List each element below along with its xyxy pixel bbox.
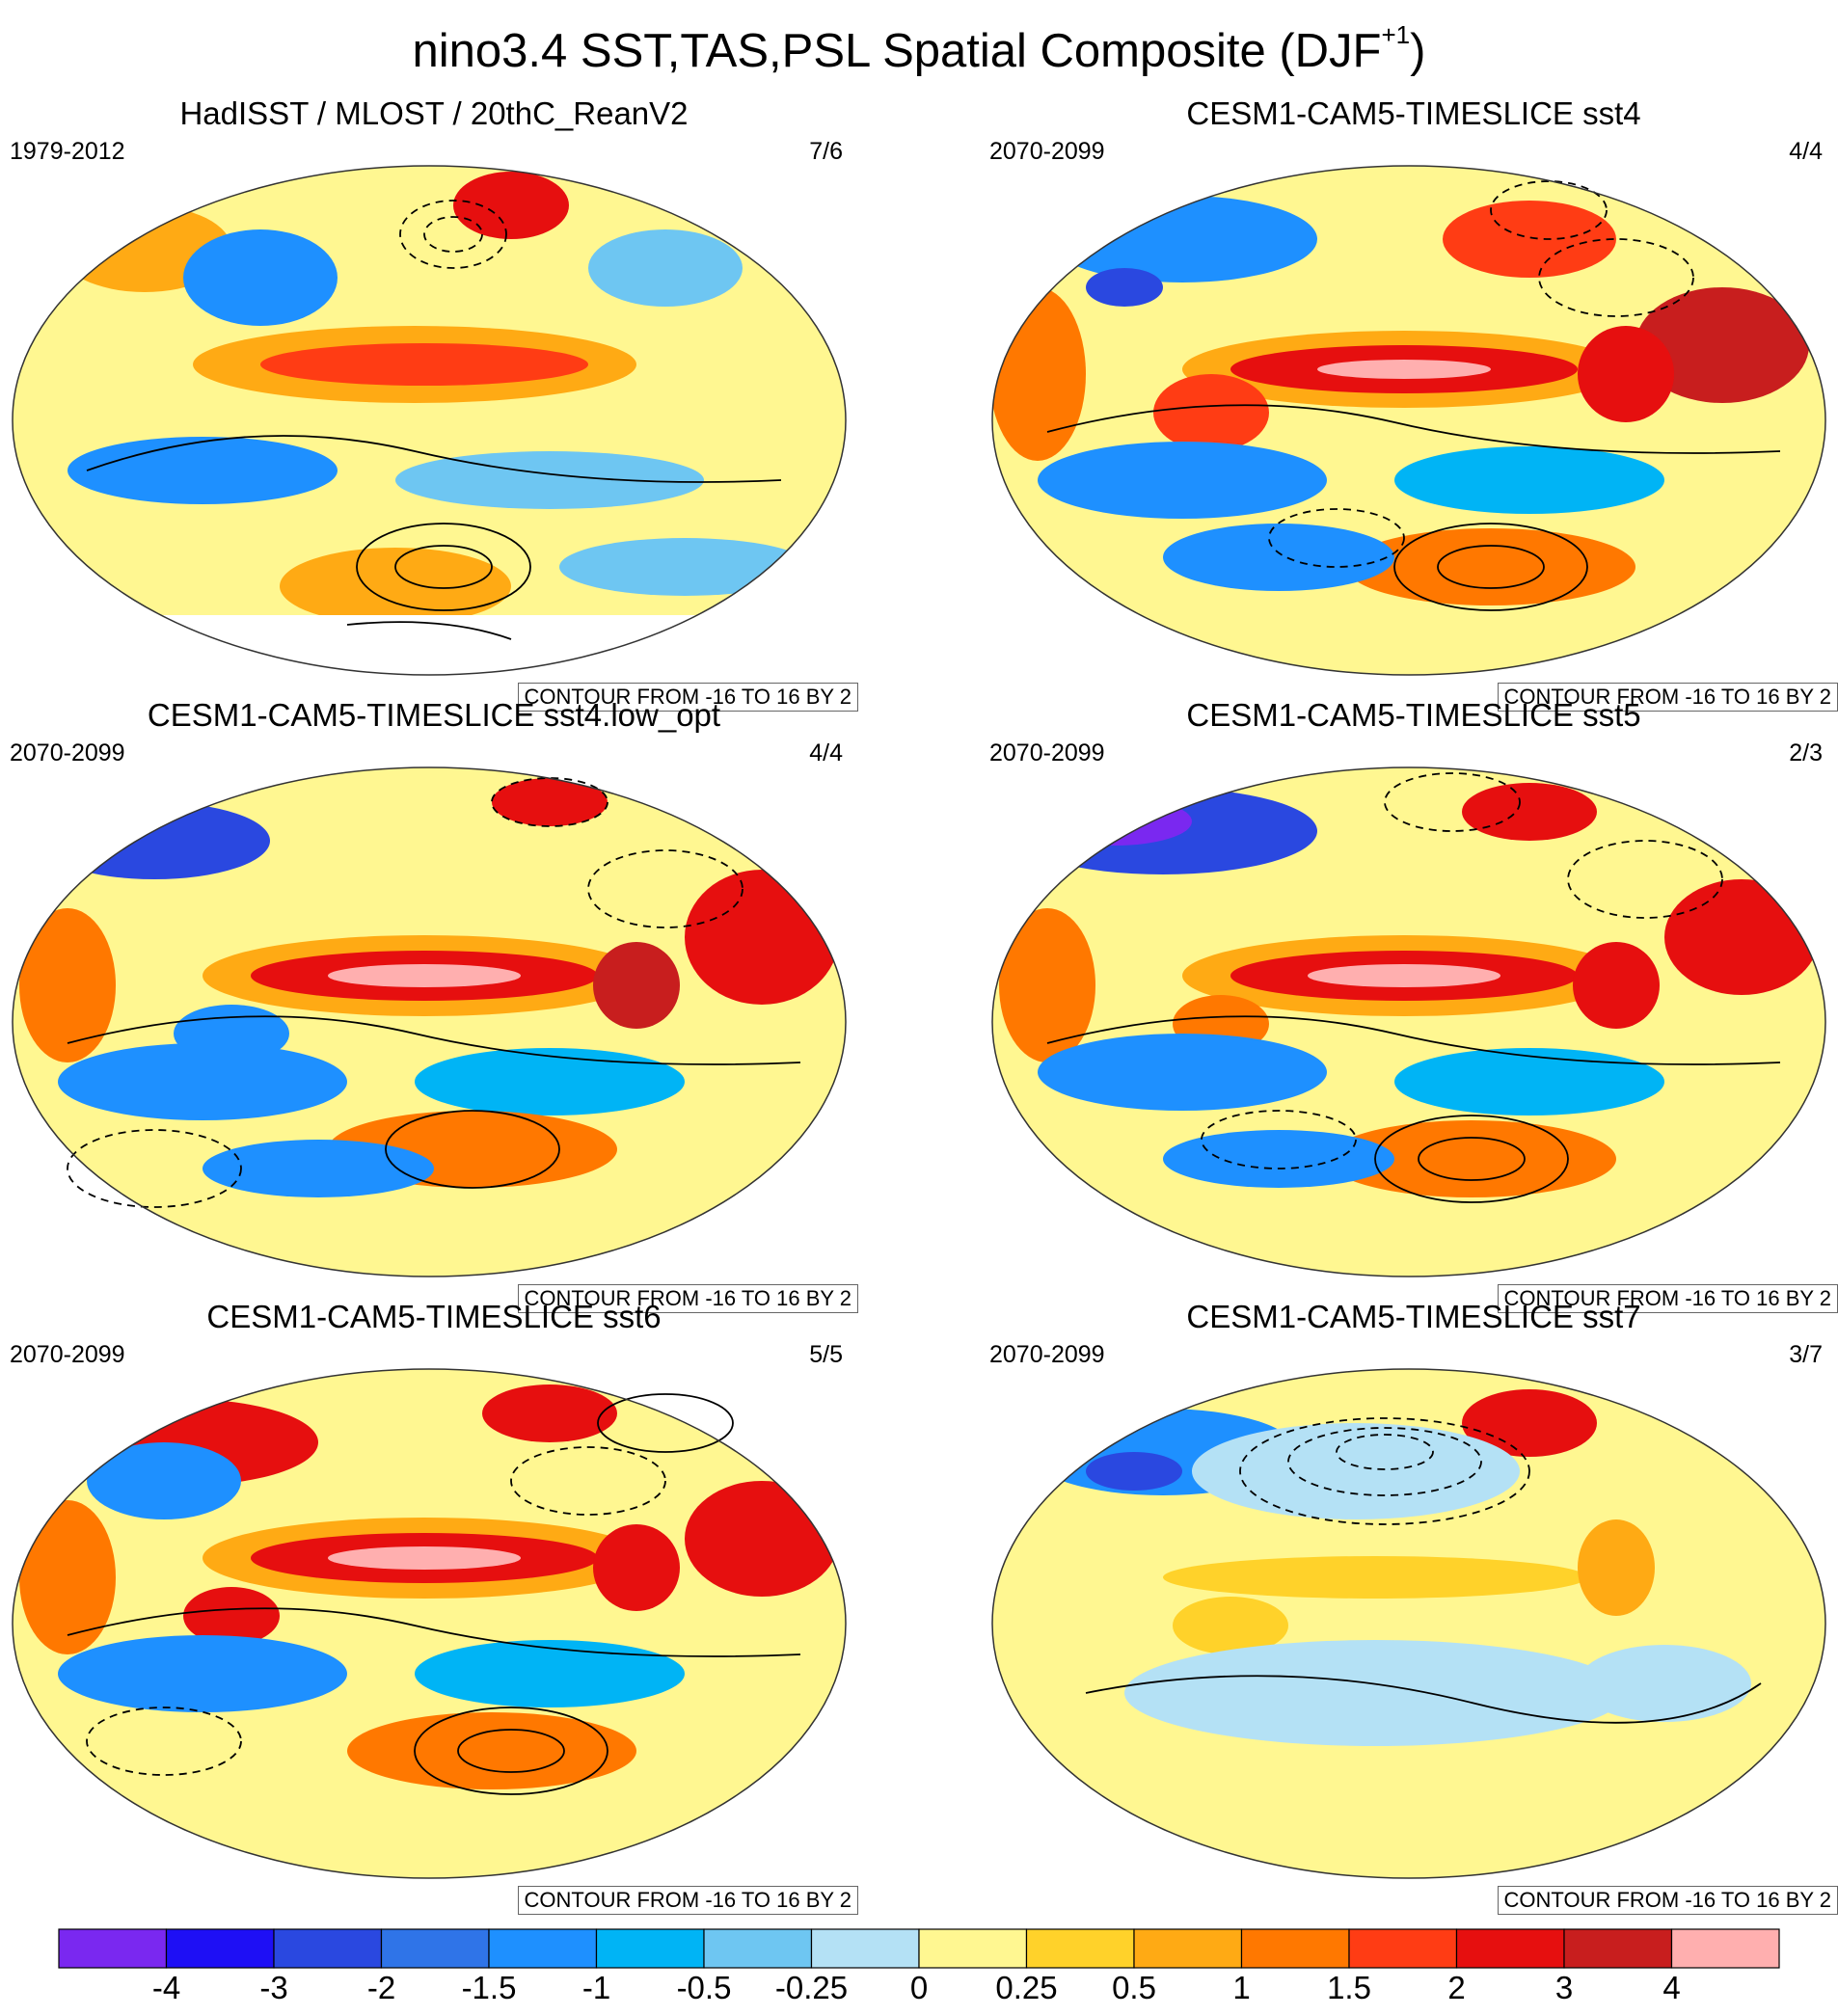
- colorbar-tick-label: -1: [581, 1970, 611, 2005]
- colorbar: [58, 1928, 1780, 1969]
- panel-period: 2070-2099: [989, 138, 1105, 165]
- colorbar-swatch: [810, 1928, 920, 1969]
- colorbar-tick-label: -0.5: [676, 1970, 732, 2005]
- panel-title: HadISST / MLOST / 20thC_ReanV2: [179, 95, 689, 131]
- colorbar-tick-label: -2: [366, 1970, 396, 2005]
- colorbar-swatch: [488, 1928, 598, 1969]
- panel-count: 7/6: [809, 138, 843, 165]
- colorbar-swatch: [1240, 1928, 1350, 1969]
- colorbar-tick-label: -3: [259, 1970, 288, 2005]
- colorbar-swatch: [1563, 1928, 1673, 1969]
- colorbar-swatch: [380, 1928, 490, 1969]
- panel-period: 2070-2099: [989, 1341, 1105, 1368]
- panel-count: 4/4: [1789, 138, 1823, 165]
- colorbar-tick-label: -4: [151, 1970, 181, 2005]
- map-panel-sst4-low-opt: CESM1-CAM5-TIMESLICE sst4.low_opt 2070-2…: [10, 696, 858, 1318]
- colorbar-tick-label: 0: [909, 1970, 929, 2005]
- map-panel-sst5: CESM1-CAM5-TIMESLICE sst5 2070-2099 2/3: [989, 696, 1838, 1318]
- colorbar-tick-label: 2: [1447, 1970, 1466, 2005]
- colorbar-swatch: [703, 1928, 813, 1969]
- panel-period: 2070-2099: [10, 739, 125, 766]
- panel-title: CESM1-CAM5-TIMESLICE sst6: [206, 1299, 662, 1334]
- contour-note: CONTOUR FROM -16 TO 16 BY 2: [1497, 1284, 1838, 1313]
- panel-count: 3/7: [1789, 1341, 1823, 1368]
- colorbar-swatch: [1348, 1928, 1458, 1969]
- panel-period: 2070-2099: [10, 1341, 125, 1368]
- colorbar-tick-label: 1.5: [1327, 1970, 1371, 2005]
- colorbar-tick-label: 0.5: [1112, 1970, 1156, 2005]
- colorbar-tick-label: 4: [1662, 1970, 1681, 2005]
- composite-map: [991, 766, 1826, 1277]
- composite-map: [12, 165, 847, 676]
- figure-title: nino3.4 SST,TAS,PSL Spatial Composite (D…: [412, 20, 1426, 77]
- panel-title: CESM1-CAM5-TIMESLICE sst4: [1186, 95, 1641, 131]
- map-panel-sst6: CESM1-CAM5-TIMESLICE sst6 2070-2099 5/5: [10, 1298, 858, 1920]
- contour-note: CONTOUR FROM -16 TO 16 BY 2: [517, 683, 858, 712]
- composite-map: [991, 1368, 1826, 1879]
- colorbar-swatch: [1133, 1928, 1243, 1969]
- colorbar-tick-label: 0.25: [995, 1970, 1058, 2005]
- contour-note: CONTOUR FROM -16 TO 16 BY 2: [1497, 1886, 1838, 1915]
- panel-title: CESM1-CAM5-TIMESLICE sst7: [1186, 1299, 1641, 1334]
- composite-map: [991, 165, 1826, 676]
- composite-map: [12, 766, 847, 1277]
- map-panel-observations: HadISST / MLOST / 20thC_ReanV2 1979-2012…: [10, 94, 858, 716]
- colorbar-tick-label: 3: [1554, 1970, 1574, 2005]
- contour-note: CONTOUR FROM -16 TO 16 BY 2: [517, 1284, 858, 1313]
- colorbar-swatch: [918, 1928, 1028, 1969]
- colorbar-swatch: [595, 1928, 705, 1969]
- panel-period: 2070-2099: [989, 739, 1105, 766]
- colorbar-tick-label: -0.25: [774, 1970, 849, 2005]
- colorbar-swatch: [58, 1928, 168, 1969]
- contour-note: CONTOUR FROM -16 TO 16 BY 2: [517, 1886, 858, 1915]
- colorbar-swatch: [1455, 1928, 1565, 1969]
- colorbar-swatch: [273, 1928, 383, 1969]
- colorbar-swatch: [1670, 1928, 1780, 1969]
- colorbar-swatch: [1025, 1928, 1135, 1969]
- panel-title: CESM1-CAM5-TIMESLICE sst5: [1186, 697, 1641, 733]
- panel-period: 1979-2012: [10, 138, 125, 165]
- colorbar-tick-label: 1: [1232, 1970, 1251, 2005]
- map-panel-sst7: CESM1-CAM5-TIMESLICE sst7 2070-2099 3/7 …: [989, 1298, 1838, 1920]
- contour-note: CONTOUR FROM -16 TO 16 BY 2: [1497, 683, 1838, 712]
- panel-title: CESM1-CAM5-TIMESLICE sst4.low_opt: [147, 697, 721, 733]
- panel-count: 2/3: [1789, 739, 1823, 766]
- map-panel-sst4: CESM1-CAM5-TIMESLICE sst4 2070-2099 4/4: [989, 94, 1838, 716]
- colorbar-tick-label: -1.5: [461, 1970, 517, 2005]
- colorbar-swatch: [165, 1928, 275, 1969]
- panel-count: 4/4: [809, 739, 843, 766]
- composite-map: [12, 1368, 847, 1879]
- panel-count: 5/5: [809, 1341, 843, 1368]
